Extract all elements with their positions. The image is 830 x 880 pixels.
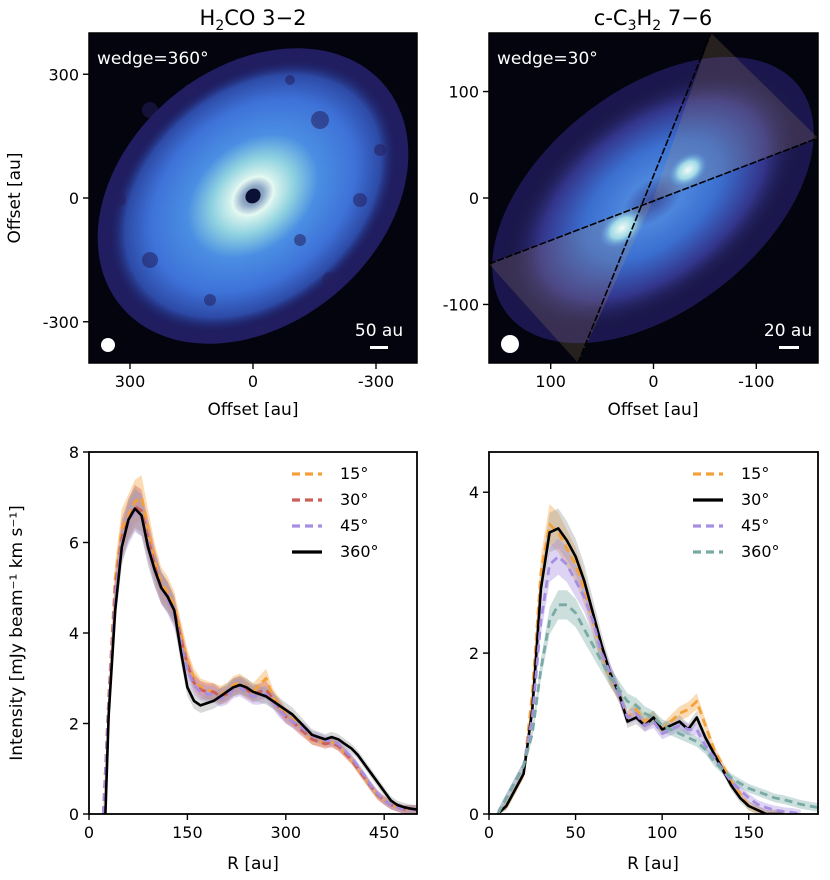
profile-lines-p4 bbox=[496, 523, 818, 814]
y-tick-label: 0 bbox=[469, 189, 479, 208]
x-tick-label: 100 bbox=[647, 823, 678, 842]
profile-line-1 bbox=[496, 527, 784, 814]
x-tick-label: -300 bbox=[358, 372, 394, 391]
profile-line-0 bbox=[496, 523, 784, 814]
h2co-disk-emission bbox=[97, 48, 409, 344]
image-noise-texture bbox=[114, 75, 386, 335]
x-tick-label: 0 bbox=[248, 372, 258, 391]
profile-panel-h2co: 0 150 300 450 0 2 4 6 8 15° 30° 45° 360° R [au] Int… bbox=[7, 443, 418, 874]
axis-ticks-p3: 0 150 300 450 0 2 4 6 8 bbox=[69, 443, 400, 842]
scalebar-label-20au: 20 au bbox=[764, 321, 812, 341]
x-axis-label-p1: Offset [au] bbox=[208, 400, 299, 420]
beam-ellipse bbox=[101, 338, 115, 352]
profile-line-1 bbox=[102, 504, 417, 814]
legend-label-2: 45° bbox=[340, 516, 368, 535]
y-tick-label: 100 bbox=[448, 83, 479, 102]
wedge-label-30: wedge=30° bbox=[497, 49, 598, 69]
x-tick-label: 50 bbox=[565, 823, 585, 842]
y-tick-label: -300 bbox=[43, 313, 79, 332]
y-tick-label: 2 bbox=[69, 715, 79, 734]
profile-line-3 bbox=[104, 507, 417, 814]
scalebar bbox=[370, 346, 388, 349]
legend-label-3: 360° bbox=[741, 542, 780, 561]
legend-p4: 15° 30° 45° 360° bbox=[693, 464, 780, 561]
x-tick-label: 150 bbox=[733, 823, 764, 842]
axis-ticks-p1: 300 0 -300 300 0 -300 bbox=[43, 65, 394, 391]
wedge-boundary-line-2 bbox=[489, 137, 818, 265]
emission-peak-upper bbox=[668, 152, 708, 188]
y-tick-label: 0 bbox=[69, 805, 79, 824]
x-axis-label-p3: R [au] bbox=[227, 854, 279, 874]
profile-line-2 bbox=[496, 555, 801, 814]
uncertainty-band-3 bbox=[497, 590, 818, 814]
y-tick-label: 6 bbox=[69, 534, 79, 553]
profile-panel-cc3h2: 0 50 100 150 0 2 4 15° 30° 45° 360° R [au] bbox=[469, 451, 819, 874]
axis-ticks-p2: 100 0 -100 100 0 -100 bbox=[443, 83, 775, 391]
y-axis-label-p3: Intensity [mJy beam⁻¹ km s⁻¹] bbox=[7, 505, 27, 761]
y-tick-label: 300 bbox=[48, 65, 79, 84]
scalebar-label-50au: 50 au bbox=[355, 321, 403, 341]
uncertainty-band-1 bbox=[103, 484, 417, 814]
legend-p3: 15° 30° 45° 360° bbox=[292, 464, 379, 561]
legend-label-2: 45° bbox=[741, 516, 769, 535]
scalebar bbox=[779, 346, 799, 349]
axis-ticks-p4: 0 50 100 150 0 2 4 bbox=[469, 483, 764, 842]
y-tick-label: 4 bbox=[69, 624, 79, 643]
legend-label-1: 30° bbox=[340, 490, 368, 509]
panel-title-cc3h2: c-C3H2 7−6 bbox=[594, 6, 712, 34]
y-tick-label: 8 bbox=[69, 443, 79, 462]
x-axis-label-p2: Offset [au] bbox=[608, 400, 699, 420]
uncertainty-band-0 bbox=[103, 475, 417, 814]
uncertainty-band-3 bbox=[105, 487, 417, 814]
legend-label-0: 15° bbox=[340, 464, 368, 483]
image-panel-cc3h2: c-C3H2 7−6 wedge=30° 20 au 100 0 -100 100 0 -… bbox=[443, 6, 819, 420]
x-tick-label: -100 bbox=[738, 372, 774, 391]
x-tick-label: 0 bbox=[648, 372, 658, 391]
x-tick-label: 300 bbox=[271, 823, 302, 842]
beam-ellipse bbox=[501, 335, 519, 353]
image-panel-h2co: H2CO 3−2 wedge=360° 50 au 300 0 -300 300 0 -3… bbox=[5, 6, 418, 420]
x-tick-label: 0 bbox=[84, 823, 94, 842]
legend-label-1: 30° bbox=[741, 490, 769, 509]
x-tick-label: 0 bbox=[484, 823, 494, 842]
y-axis-label-p1: Offset [au] bbox=[5, 153, 25, 244]
profile-lines-p3 bbox=[102, 495, 417, 814]
profile-line-3 bbox=[496, 603, 818, 814]
cc3h2-disk-emission bbox=[492, 56, 814, 344]
x-tick-label: 150 bbox=[172, 823, 203, 842]
y-tick-label: 4 bbox=[469, 483, 479, 502]
y-tick-label: 2 bbox=[469, 644, 479, 663]
wedge-boundary-line-1 bbox=[577, 33, 712, 363]
uncertainty-bands-p3 bbox=[103, 475, 417, 814]
x-axis-label-p4: R [au] bbox=[627, 854, 679, 874]
wedge-label-360: wedge=360° bbox=[97, 49, 209, 69]
panel-title-h2co: H2CO 3−2 bbox=[200, 6, 307, 34]
uncertainty-band-2 bbox=[103, 489, 417, 814]
x-tick-label: 300 bbox=[115, 372, 146, 391]
x-tick-label: 100 bbox=[535, 372, 566, 391]
y-tick-label: 0 bbox=[69, 189, 79, 208]
legend-label-3: 360° bbox=[340, 542, 379, 561]
legend-label-0: 15° bbox=[741, 464, 769, 483]
x-tick-label: 450 bbox=[369, 823, 400, 842]
axes-frame-p4 bbox=[488, 451, 819, 815]
y-tick-label: -100 bbox=[443, 295, 479, 314]
y-tick-label: 0 bbox=[469, 805, 479, 824]
